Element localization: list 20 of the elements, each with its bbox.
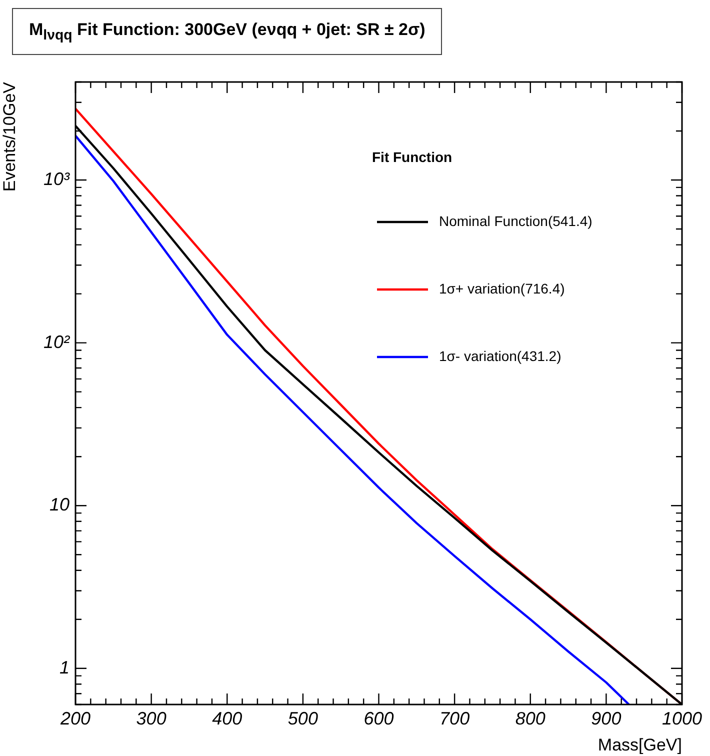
- x-tick-label: 1000: [662, 708, 702, 728]
- y-axis-title: Events/10GeV: [0, 81, 19, 192]
- x-tick-label: 200: [59, 708, 91, 728]
- chart-title: M$_{lνqq}$ Fit Function: 300GeV (eνqq + 0jet: SR ± 2σ): [12, 8, 442, 56]
- legend-label: 1σ+ variation(716.4): [439, 280, 565, 296]
- x-tick-label: 300: [136, 708, 166, 728]
- x-axis-title: Mass[GeV]: [598, 735, 682, 754]
- legend-label: Nominal Function(541.4): [439, 212, 592, 229]
- x-tick-label: 800: [515, 708, 546, 728]
- y-tick-label: 10³: [43, 169, 71, 190]
- legend-label: 1σ- variation(431.2): [439, 348, 562, 364]
- y-tick-label: 10²: [43, 332, 71, 352]
- x-tick-label: 500: [288, 708, 318, 728]
- x-tick-label: 400: [212, 708, 242, 728]
- y-tick-label: 1: [59, 657, 70, 678]
- x-tick-label: 600: [364, 708, 394, 728]
- x-tick-label: 700: [440, 708, 470, 728]
- legend-title: Fit Function: [372, 148, 452, 165]
- x-tick-label: 900: [591, 708, 622, 728]
- y-tick-label: 10: [49, 494, 70, 515]
